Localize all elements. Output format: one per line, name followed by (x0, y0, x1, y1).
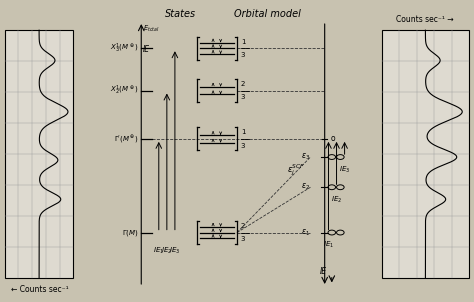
Text: $IE_3$: $IE_3$ (169, 246, 181, 256)
Text: 1: 1 (241, 39, 245, 45)
Text: $\Gamma'(M^\oplus)$: $\Gamma'(M^\oplus)$ (114, 133, 139, 145)
Text: Orbital model: Orbital model (234, 9, 301, 19)
Text: 2: 2 (241, 223, 245, 229)
Text: 3: 3 (241, 94, 245, 100)
Text: $\varepsilon_2$: $\varepsilon_2$ (301, 182, 310, 192)
Bar (382, 30, 469, 278)
Text: $IE_1$: $IE_1$ (323, 240, 334, 250)
Text: $\varepsilon_1$: $\varepsilon_1$ (301, 227, 310, 238)
Text: 3: 3 (241, 236, 245, 242)
Text: 2: 2 (241, 81, 245, 87)
Text: IE: IE (320, 267, 327, 276)
Text: Counts sec⁻¹ →: Counts sec⁻¹ → (396, 15, 454, 24)
Text: $X^1_3(M^\oplus)$: $X^1_3(M^\oplus)$ (110, 42, 139, 55)
Text: IE: IE (143, 45, 150, 54)
Bar (5, 30, 73, 278)
Text: States: States (164, 9, 196, 19)
Text: 3: 3 (241, 143, 245, 149)
Text: $\varepsilon_j^{SCF}$: $\varepsilon_j^{SCF}$ (287, 163, 305, 178)
Text: $IE_2$: $IE_2$ (331, 195, 342, 205)
Text: $\varepsilon_3$: $\varepsilon_3$ (301, 152, 310, 162)
Text: $IE_1$: $IE_1$ (153, 246, 164, 256)
Text: $IE_3$: $IE_3$ (339, 165, 350, 175)
Text: 3: 3 (241, 52, 245, 58)
Text: ← Counts sec⁻¹: ← Counts sec⁻¹ (10, 285, 68, 294)
Text: $IE_2$: $IE_2$ (161, 246, 173, 256)
Text: $E_{total}$: $E_{total}$ (143, 24, 160, 34)
Text: $X^1_2(M^\oplus)$: $X^1_2(M^\oplus)$ (110, 84, 139, 97)
Text: $\Gamma(M)$: $\Gamma(M)$ (122, 227, 139, 238)
Text: 1: 1 (241, 129, 245, 135)
Text: o: o (330, 134, 335, 143)
